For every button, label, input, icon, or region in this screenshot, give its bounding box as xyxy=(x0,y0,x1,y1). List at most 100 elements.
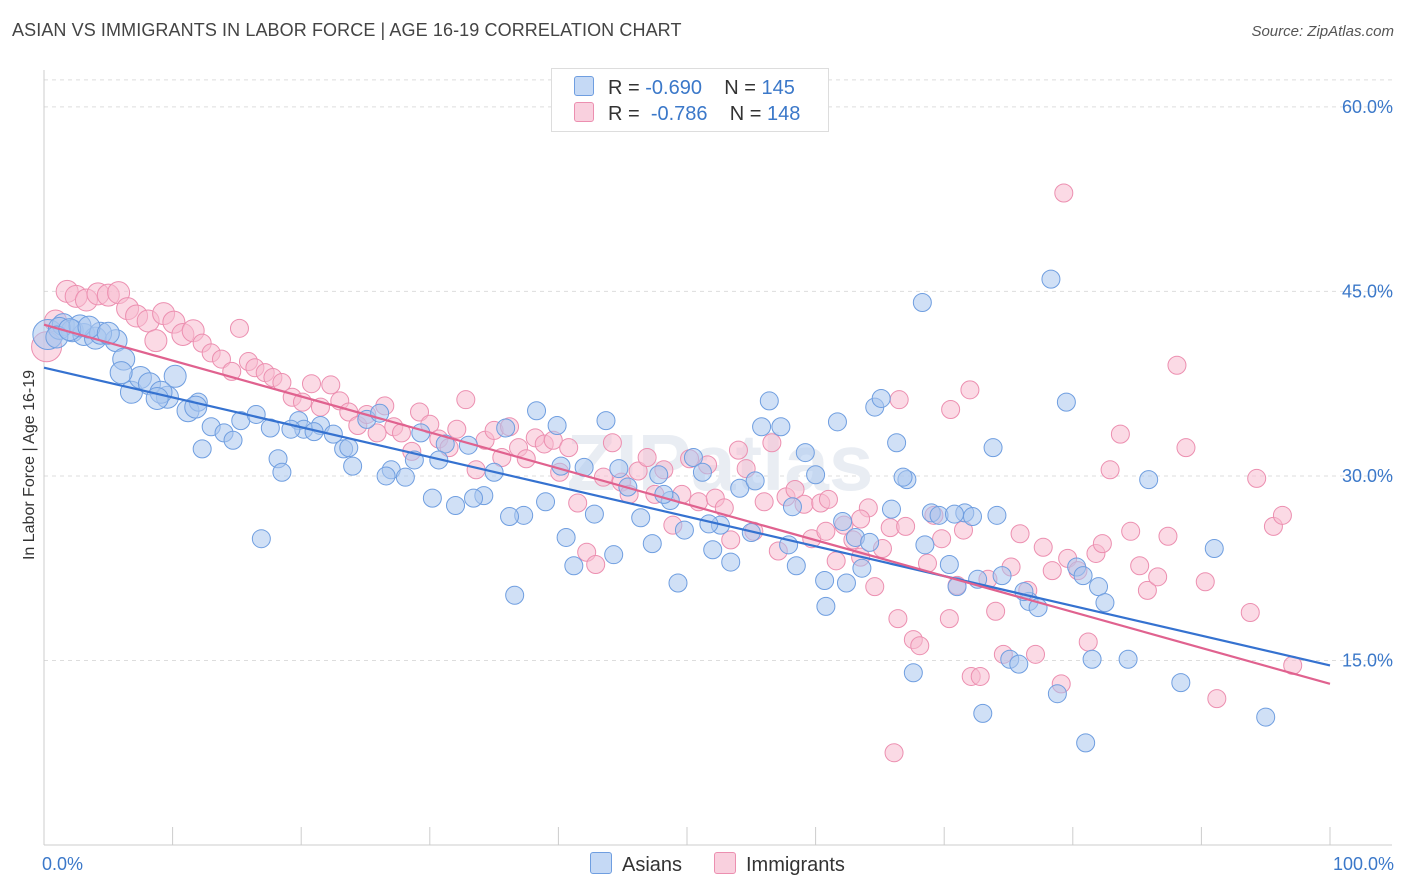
immigrants-swatch xyxy=(574,102,594,122)
asians-point xyxy=(1095,593,1115,613)
asians-point xyxy=(674,520,694,540)
immigrants-point xyxy=(1100,460,1120,480)
asians-point xyxy=(496,418,516,438)
immigrants-point xyxy=(1026,644,1046,664)
series-legend: Asians Immigrants xyxy=(0,852,1406,878)
immigrants-point xyxy=(1167,355,1187,375)
asians-point xyxy=(903,663,923,683)
asians-point xyxy=(1009,654,1029,674)
asians-point xyxy=(939,555,959,575)
immigrants-point xyxy=(1110,424,1130,444)
asians-point xyxy=(642,534,662,554)
asians-point xyxy=(1204,539,1224,559)
asians-point xyxy=(852,558,872,578)
asians-point xyxy=(1082,649,1102,669)
legend-row-asians: R = -0.690 N = 145 xyxy=(574,76,795,100)
asians-point xyxy=(500,507,520,527)
immigrants-point xyxy=(721,530,741,550)
immigrants-point xyxy=(1207,689,1227,709)
immigrants-point xyxy=(1121,521,1141,541)
correlation-legend: R = -0.690 N = 145 R = -0.786 N = 148 xyxy=(551,68,829,132)
legend-label-asians: Asians xyxy=(622,854,683,876)
immigrants-point xyxy=(211,349,231,369)
asians-point xyxy=(881,499,901,519)
immigrants-point xyxy=(932,529,952,549)
asians-point xyxy=(833,511,853,531)
asians-point xyxy=(836,573,856,593)
asians-point xyxy=(786,556,806,576)
asians-legend-swatch xyxy=(590,852,612,874)
immigrants-point xyxy=(1240,603,1260,622)
immigrants-point xyxy=(229,318,249,338)
asians-point xyxy=(163,364,187,388)
asians-point xyxy=(422,488,442,508)
asians-point xyxy=(184,395,208,419)
y-tick-label: 60.0% xyxy=(1342,97,1393,117)
immigrants-point xyxy=(960,380,980,400)
asians-point xyxy=(1171,673,1191,693)
asians-point xyxy=(1041,269,1061,289)
immigrants-point xyxy=(456,390,476,410)
asians-point xyxy=(411,423,431,443)
asians-point xyxy=(505,585,525,605)
asians-point xyxy=(654,484,674,504)
legend-label-immigrants: Immigrants xyxy=(746,854,845,876)
immigrants-point xyxy=(888,609,908,629)
asians-point xyxy=(806,465,826,485)
immigrants-point xyxy=(728,440,748,460)
immigrants-point xyxy=(1010,524,1030,544)
immigrants-point xyxy=(568,493,588,513)
immigrants-point xyxy=(1195,572,1215,592)
asians-point xyxy=(983,438,1003,458)
immigrants-point xyxy=(410,402,430,422)
asians-point xyxy=(745,471,765,491)
immigrants-point xyxy=(637,448,657,467)
asians-point xyxy=(192,439,212,459)
immigrants-point xyxy=(910,636,930,656)
asians-point xyxy=(339,438,359,458)
asians-point xyxy=(551,456,571,476)
r-label: R = xyxy=(608,103,640,125)
source-label: Source: ZipAtlas.com xyxy=(1251,23,1394,40)
y-tick-label: 30.0% xyxy=(1342,466,1393,486)
asians-point xyxy=(947,577,967,597)
trend-lines xyxy=(43,323,1331,685)
immigrants-point xyxy=(586,555,606,575)
immigrants-point xyxy=(1033,537,1053,557)
asians-point xyxy=(609,459,629,479)
asians-point xyxy=(527,401,547,421)
chart-title: ASIAN VS IMMIGRANTS IN LABOR FORCE | AGE… xyxy=(12,20,682,40)
immigrants-point xyxy=(1272,505,1292,525)
asians-point xyxy=(1256,707,1276,727)
asians-point xyxy=(223,430,243,450)
immigrants-point xyxy=(1130,556,1150,576)
asians-point xyxy=(730,478,750,498)
asians-points xyxy=(32,269,1276,753)
asians-point xyxy=(145,386,169,410)
immigrants-point xyxy=(818,489,838,509)
x-tick-label: 0.0% xyxy=(42,854,83,874)
asians-point xyxy=(272,462,292,482)
asians-point xyxy=(96,321,120,345)
n-label: N = xyxy=(724,77,756,99)
immigrants-point xyxy=(970,666,990,686)
immigrants-point xyxy=(1176,438,1196,458)
asians-point xyxy=(1047,684,1067,704)
asians-point xyxy=(752,417,772,437)
immigrants-point xyxy=(1078,632,1098,652)
asians-point xyxy=(649,465,669,485)
asians-point xyxy=(962,507,982,527)
asians-trend-line xyxy=(43,366,1331,667)
immigrants-point xyxy=(367,423,387,443)
immigrants-point xyxy=(816,521,836,541)
asians-point xyxy=(536,492,556,512)
asians-point xyxy=(584,504,604,524)
immigrants-point xyxy=(1054,183,1074,203)
asians-point xyxy=(109,361,133,385)
immigrants-point xyxy=(884,743,904,763)
asians-point xyxy=(973,703,993,723)
asians-point xyxy=(564,556,584,576)
x-tick-label: 100.0% xyxy=(1333,854,1394,874)
legend-item-asians: Asians xyxy=(590,852,682,877)
